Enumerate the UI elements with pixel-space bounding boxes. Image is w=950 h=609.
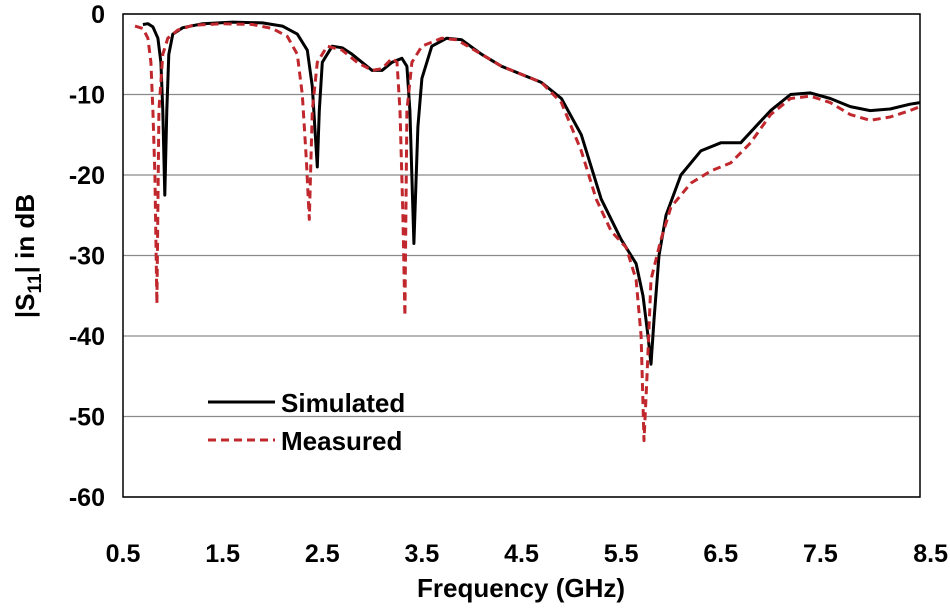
x-axis-ticks: 0.5 1.5 2.5 3.5 4.5 5.5 6.5 7.5 8.5 xyxy=(106,540,948,568)
y-tick-label: -60 xyxy=(69,484,105,512)
y-tick-label: -10 xyxy=(69,82,105,110)
x-tick-label: 8.5 xyxy=(913,540,948,568)
legend-label-measured: Measured xyxy=(281,426,402,456)
x-axis-title: Frequency (GHz) xyxy=(417,573,625,603)
legend-label-simulated: Simulated xyxy=(281,388,405,418)
series-line-measured xyxy=(134,22,921,443)
series-line-simulated xyxy=(142,20,921,366)
y-tick-label: -50 xyxy=(69,404,105,432)
x-tick-label: 3.5 xyxy=(404,540,439,568)
x-tick-label: 2.5 xyxy=(305,540,340,568)
x-tick-label: 4.5 xyxy=(504,540,539,568)
x-tick-label: 0.5 xyxy=(106,540,141,568)
x-tick-label: 7.5 xyxy=(803,540,838,568)
y-axis-title: |S11| in dB xyxy=(10,194,46,318)
y-tick-label: -40 xyxy=(69,323,105,351)
series-lines xyxy=(134,20,921,443)
y-tick-label: 0 xyxy=(91,1,105,29)
y-tick-label: -20 xyxy=(69,162,105,190)
gridlines xyxy=(123,13,920,498)
y-axis-ticks: 0 -10 -20 -30 -40 -50 -60 xyxy=(69,1,105,512)
legend: Simulated Measured xyxy=(208,388,405,456)
y-tick-label: -30 xyxy=(69,243,105,271)
x-tick-label: 5.5 xyxy=(604,540,639,568)
plot-frame xyxy=(122,13,921,498)
x-tick-label: 1.5 xyxy=(205,540,240,568)
x-tick-label: 6.5 xyxy=(703,540,738,568)
